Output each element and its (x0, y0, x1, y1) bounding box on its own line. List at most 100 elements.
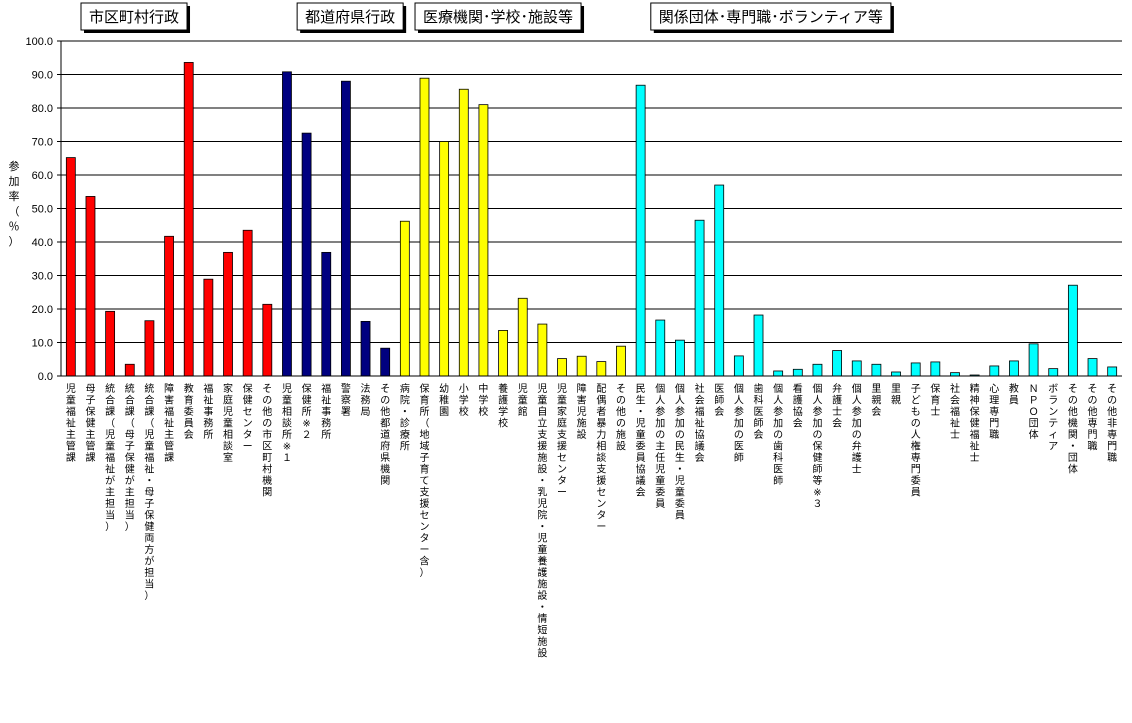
bar (183, 62, 194, 377)
group-header-box (80, 2, 188, 31)
bar (537, 323, 548, 377)
bar (124, 363, 135, 377)
gridlines (61, 40, 1122, 343)
y-axis-title: 参加率（％） (9, 159, 20, 248)
bar (930, 361, 941, 377)
category-label: 中学校 (478, 382, 488, 418)
bar (242, 229, 253, 377)
y-tick-label: 100.0 (25, 36, 53, 48)
y-axis-label: 参加率（％） (9, 159, 20, 248)
category-label: その他非専門職 (1107, 383, 1117, 464)
y-tick-label: 70.0 (32, 137, 53, 149)
category-label: 警察署 (341, 382, 351, 418)
bar (1087, 358, 1098, 377)
bar (203, 278, 214, 377)
category-label: 統合課（母子保健が主担当） (125, 382, 135, 533)
bar (694, 219, 705, 377)
bar (832, 350, 843, 377)
category-label: 福祉事務所 (203, 382, 213, 441)
y-tick-label: 40.0 (32, 237, 53, 249)
group-header-box (650, 2, 892, 31)
category-label: 児童家庭支援センター (557, 383, 567, 499)
y-tick-label: 30.0 (32, 271, 53, 283)
y-tick-label: 10.0 (32, 338, 53, 350)
bar (576, 355, 587, 377)
bar (65, 157, 76, 377)
bar (675, 339, 685, 377)
bar (498, 330, 508, 377)
group-header-label: 市区町村行政 (89, 8, 179, 26)
bar (262, 303, 273, 377)
bar (655, 319, 666, 377)
y-tick-label: 80.0 (32, 103, 53, 115)
category-label: その他の施設 (616, 383, 626, 453)
y-tick-label: 20.0 (32, 304, 53, 316)
category-label: 統合課（児童福祉・母子保健両方が担当） (144, 382, 154, 602)
category-label: 個人参加の医師 (734, 382, 744, 464)
bar (458, 88, 469, 377)
category-label: 児童館 (518, 383, 528, 418)
category-label: 里親会 (871, 383, 881, 418)
category-label: 弁護士会 (832, 382, 842, 430)
y-axis-ticks: 0.0 10.0 20.0 30.0 40.0 50.0 60.0 70.0 80.0 90.0 1… (25, 36, 61, 383)
bar (1067, 284, 1078, 377)
bar (399, 220, 410, 377)
bar (439, 141, 450, 377)
category-label: 病院・診療所 (400, 382, 410, 453)
bar (517, 297, 528, 377)
category-label: ＮＰＯ団体 (1029, 384, 1039, 441)
bar (105, 310, 116, 377)
category-label: 障害福祉主管課 (164, 382, 174, 464)
category-label: その他専門職 (1088, 383, 1098, 453)
category-label: 里親 (891, 383, 901, 407)
category-label: 個人参加の保健師等※３ (812, 382, 822, 510)
bar (223, 251, 233, 377)
bar (85, 196, 96, 377)
category-label: 個人参加の歯科医師 (773, 382, 783, 487)
category-label: 看護協会 (793, 382, 803, 430)
category-label: 保健所※２ (302, 382, 312, 441)
category-label: 統合課（児童福祉が主担当） (105, 382, 115, 533)
category-label: 保育所（地域子育て支援センター含） (419, 382, 429, 579)
category-label: 心理専門職 (989, 383, 999, 441)
bar (164, 235, 174, 377)
bars (65, 62, 1118, 377)
y-tick-label: 50.0 (32, 204, 53, 216)
bar (419, 77, 430, 377)
category-label: 配偶者暴力相談支援センター (596, 383, 606, 533)
bar (360, 320, 371, 377)
y-tick-label: 60.0 (32, 170, 53, 182)
bar (773, 370, 784, 377)
category-label: 教員 (1009, 382, 1019, 407)
category-label: 歯科医師会 (754, 382, 764, 441)
bar (851, 360, 862, 377)
bar (635, 84, 646, 377)
category-label: その他の市区町村機関 (262, 383, 272, 499)
bar (380, 347, 391, 377)
group-header-label: 医療機関･学校･施設等 (423, 8, 573, 26)
bar (792, 368, 803, 377)
category-label: 保育士 (930, 382, 940, 418)
bar (1028, 343, 1039, 377)
group-header-label: 都道府県行政 (305, 8, 395, 26)
category-label: 母子保健主管課 (85, 383, 95, 464)
category-label: 教育委員会 (184, 382, 194, 441)
bar (478, 104, 489, 377)
bar (891, 371, 901, 377)
axes (60, 41, 1122, 377)
bar (910, 362, 921, 377)
category-label: 家庭児童相談室 (223, 382, 233, 464)
bar (144, 320, 155, 377)
bar (812, 363, 823, 377)
category-label: ボランティア (1048, 383, 1058, 453)
group-header-box (414, 2, 582, 31)
category-label: 児童自立支援施設・乳児院・児童養護施設・情短施設 (537, 383, 547, 660)
bar (950, 372, 960, 377)
bar (1009, 360, 1019, 377)
bar (616, 345, 626, 377)
category-label: 児童福祉主管課 (66, 383, 76, 464)
category-label: 養護学校 (498, 382, 508, 430)
category-label: 幼稚園 (439, 382, 449, 418)
